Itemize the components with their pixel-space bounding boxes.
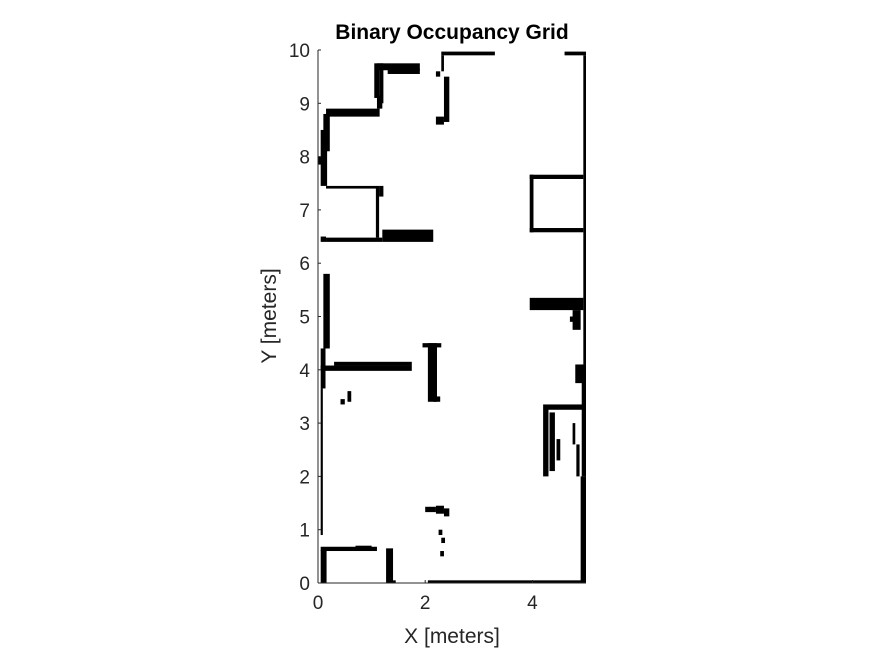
occupied-region-50 <box>556 439 561 461</box>
occupied-region-13 <box>334 361 412 366</box>
y-tick-label: 0 <box>299 574 310 595</box>
y-tick-label: 10 <box>289 41 310 62</box>
y-tick-label: 1 <box>299 521 310 542</box>
occupied-region-33 <box>376 63 420 71</box>
occupied-region-20 <box>320 236 327 242</box>
occupied-region-2 <box>320 546 377 552</box>
axes: 0 2 4 0 1 2 3 4 5 6 7 8 9 10 <box>289 41 586 614</box>
occupied-region-27 <box>318 156 324 165</box>
occupied-region-51 <box>572 423 576 445</box>
occupied-region-55 <box>443 508 450 517</box>
occupied-region-1 <box>320 388 323 536</box>
y-tick-label: 2 <box>299 467 310 488</box>
y-tick-label: 7 <box>299 201 310 222</box>
occupied-region-7 <box>580 476 586 583</box>
y-tick-label: 8 <box>299 148 310 169</box>
occupied-region-58 <box>440 551 444 557</box>
chart-title: Binary Occupancy Grid <box>335 21 568 44</box>
x-tick-label: 0 <box>313 593 324 614</box>
occupied-region-53 <box>425 506 436 513</box>
occupied-region-45 <box>569 316 575 322</box>
occupied-region-29 <box>326 108 380 117</box>
occupied-region-49 <box>549 412 555 472</box>
occupied-region-23 <box>375 187 380 238</box>
occupied-region-16 <box>433 396 441 402</box>
occupied-region-40 <box>529 174 584 179</box>
occupied-region-36 <box>441 55 444 72</box>
y-axis-label: Y [meters] <box>258 268 281 363</box>
x-axis-label: X [meters] <box>404 625 500 648</box>
occupied-region-5 <box>393 580 396 583</box>
occupied-region-46 <box>575 364 584 384</box>
occupied-region-14 <box>323 273 330 349</box>
occupied-region-9 <box>583 55 586 365</box>
occupied-region-19 <box>347 391 352 402</box>
y-tick-label: 4 <box>299 361 310 382</box>
occupied-region-22 <box>382 229 434 242</box>
occupied-region-52 <box>576 444 580 477</box>
y-tick-label: 5 <box>299 308 310 329</box>
y-tick-label: 3 <box>299 414 310 435</box>
occupied-region-17 <box>422 343 442 348</box>
occupied-region-15 <box>427 343 437 402</box>
occupied-region-38 <box>435 116 444 125</box>
occupied-region-31 <box>374 63 380 98</box>
occupied-region-24 <box>326 185 380 189</box>
occupied-cells <box>318 51 586 583</box>
occupied-region-30 <box>376 95 383 109</box>
x-tick-label: 2 <box>420 593 431 614</box>
x-tick-label: 4 <box>527 593 538 614</box>
occupied-region-42 <box>529 228 584 233</box>
occupied-region-37 <box>443 76 450 122</box>
occupied-region-44 <box>572 310 581 330</box>
occupied-region-12 <box>320 365 412 371</box>
occupied-region-3 <box>355 545 372 549</box>
occupied-region-32 <box>379 63 384 104</box>
occupied-region-43 <box>529 297 584 311</box>
occupied-region-0 <box>320 549 327 583</box>
occupied-region-34 <box>387 68 420 74</box>
occupied-region-21 <box>326 237 383 242</box>
y-tick-label: 9 <box>299 94 310 115</box>
occupied-region-18 <box>340 399 345 405</box>
occupied-region-26 <box>320 129 328 186</box>
occupied-region-25 <box>379 185 384 197</box>
occupied-region-35 <box>441 51 495 56</box>
occupied-region-47 <box>548 404 584 410</box>
occupied-region-6 <box>427 580 584 583</box>
occupied-region-56 <box>438 529 443 536</box>
occupied-region-57 <box>441 537 446 544</box>
occupied-region-54 <box>435 505 444 514</box>
occupied-region-39 <box>435 71 441 77</box>
occupied-region-8 <box>581 364 586 477</box>
occupied-region-41 <box>529 174 534 233</box>
y-tick-label: 6 <box>299 254 310 275</box>
plot-area <box>318 50 586 583</box>
occupied-region-10 <box>564 51 586 56</box>
occupied-region-48 <box>543 404 549 477</box>
occupied-region-4 <box>386 548 394 583</box>
occupied-region-28 <box>323 113 330 152</box>
